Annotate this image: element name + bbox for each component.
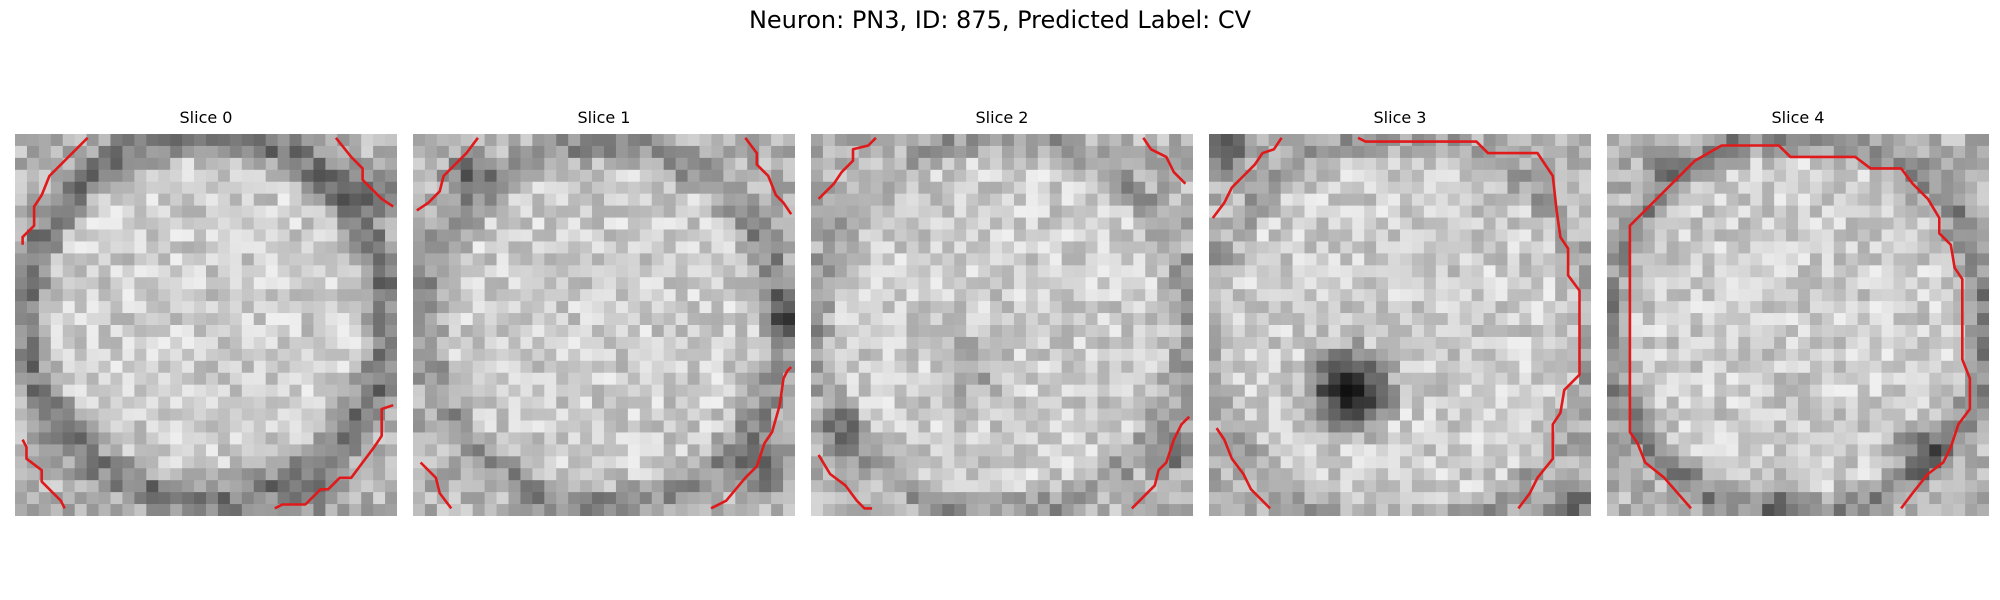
slice-image <box>811 134 1193 516</box>
pixel-grid <box>15 134 397 516</box>
figure-title: Neuron: PN3, ID: 875, Predicted Label: C… <box>748 6 1252 34</box>
contour-line <box>416 137 479 212</box>
slice-title: Slice 0 <box>179 108 233 127</box>
contour-line <box>1142 137 1187 185</box>
contour-line <box>710 366 793 510</box>
contour-line <box>1211 137 1283 219</box>
contour-line <box>274 403 394 510</box>
slice-svg <box>15 134 397 516</box>
slice-title: Slice 3 <box>1373 108 1427 127</box>
pixel-grid <box>1209 134 1591 516</box>
contour-line <box>21 439 66 509</box>
slice-image <box>1209 134 1591 516</box>
slice-title: Slice 2 <box>975 108 1029 127</box>
contour-line <box>334 136 394 208</box>
contour-line <box>1628 144 1972 510</box>
contour-line <box>419 461 453 510</box>
slice-title: Slice 1 <box>577 108 631 127</box>
slice-image <box>15 134 397 516</box>
slice-title: Slice 4 <box>1771 108 1825 127</box>
contour-line <box>1357 136 1581 510</box>
pixel-grid <box>413 134 795 516</box>
contour-line <box>817 136 877 200</box>
slice-image <box>413 134 795 516</box>
contour-line <box>21 136 89 245</box>
contour-line <box>1130 415 1191 510</box>
slice-svg <box>1607 134 1989 516</box>
pixel-grid <box>811 134 1193 516</box>
contour-line <box>817 454 873 510</box>
slice-image <box>1607 134 1989 516</box>
pixel-grid <box>1607 134 1989 516</box>
slice-svg <box>811 134 1193 516</box>
slice-svg <box>1209 134 1591 516</box>
contour-line <box>744 137 793 215</box>
slice-svg <box>413 134 795 516</box>
contour-line <box>1215 427 1272 510</box>
